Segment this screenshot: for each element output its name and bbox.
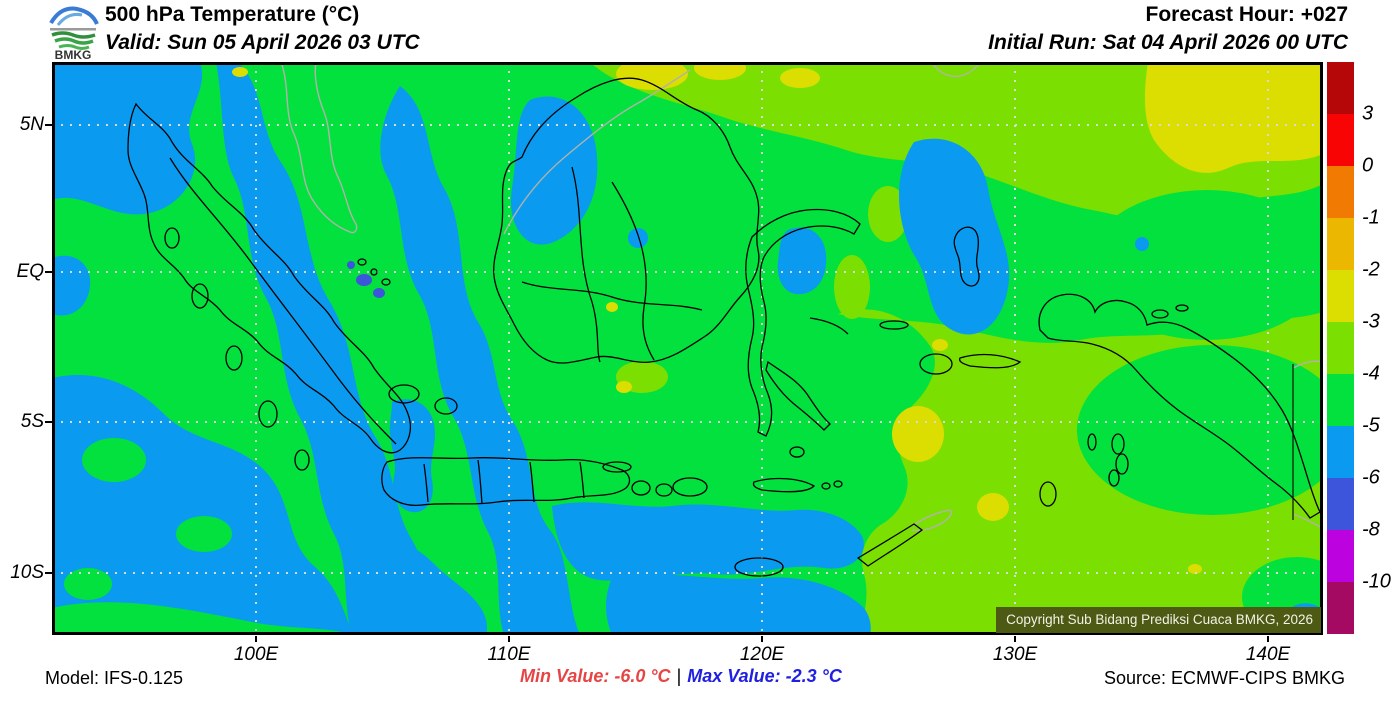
lat-axis-tick [45,572,52,574]
coastlines-indonesia [127,77,1321,577]
colorbar-label: -2 [1362,258,1380,281]
source-label: Source: ECMWF-CIPS BMKG [1103,668,1345,688]
logo-wave [51,31,96,39]
lat-axis-label: 10S [10,562,44,583]
colorbar-segment [1327,218,1354,270]
min-value-label: Min Value: -6.0 °C [520,666,671,686]
logo-cloud-arc-2 [56,13,83,26]
max-value-label: Max Value: -2.3 °C [687,666,842,686]
field-yellow-patches [232,62,1323,574]
copyright-notice: Copyright Sub Bidang Prediksi Cuaca BMKG… [996,607,1321,633]
coastlines-foreign [280,62,1323,532]
initial-run: Initial Run: Sat 04 April 2026 00 UTC [988,31,1348,54]
field-dark-blue-spots [347,261,385,298]
colorbar-segment [1327,478,1354,530]
lon-axis-label: 140E [1245,644,1291,665]
temperature-field-svg [52,62,1323,635]
temperature-colorbar [1327,62,1354,634]
map-border [52,62,1323,635]
colorbar-label: 3 [1362,102,1374,125]
bmkg-logo: BMKG [49,6,99,60]
lat-axis-label: 5N [19,114,44,135]
colorbar-label: -6 [1362,466,1380,489]
model-label: Model: IFS-0.125 [45,668,184,688]
minmax-values: Min Value: -6.0 °C | Max Value: -2.3 °C [520,666,842,687]
lat-axis-tick [45,271,52,273]
page-title: 500 hPa Temperature (°C) [105,3,360,26]
lon-axis-tick [1014,636,1016,642]
colorbar-label: -10 [1362,570,1391,593]
minmax-separator: | [676,666,682,686]
colorbar-segment [1327,270,1354,322]
colorbar-segment [1327,322,1354,374]
lon-axis-tick [1267,636,1269,642]
graticule-grid [52,62,1323,635]
colorbar-segment [1327,374,1354,426]
lat-axis-tick [45,124,52,126]
colorbar-segment [1327,530,1354,582]
colorbar-label: 0 [1362,154,1374,177]
colorbar-segment [1327,582,1354,634]
colorbar-label: -3 [1362,310,1380,333]
logo-wave [54,37,94,45]
colorbar-label: -4 [1362,362,1380,385]
lon-axis-label: 130E [992,644,1038,665]
colorbar-label: -1 [1362,206,1380,229]
lat-axis-label: EQ [16,261,44,282]
logo-wave [58,44,90,50]
lat-axis-label: 5S [20,411,44,432]
logo-text: BMKG [55,48,92,60]
colorbar-label: -8 [1362,518,1380,541]
colorbar-segment [1327,114,1354,166]
field-green-holes-west [52,438,354,635]
logo-divider [50,28,96,31]
lon-axis-label: 110E [487,644,531,665]
lon-axis-label: 100E [233,644,279,665]
lon-axis-tick [508,636,510,642]
valid-time: Valid: Sun 05 April 2026 03 UTC [105,31,420,54]
map-canvas: Copyright Sub Bidang Prediksi Cuaca BMKG… [52,62,1323,635]
logo-cloud-arc [49,6,99,25]
lon-axis-tick [761,636,763,642]
forecast-hour: Forecast Hour: +027 [1145,3,1349,26]
lat-axis-tick [45,421,52,423]
lon-axis-label: 120E [739,644,785,665]
colorbar-segment [1327,426,1354,478]
field-blue-regions [52,62,1323,635]
colorbar-label: -5 [1362,414,1380,437]
lon-axis-tick [255,636,257,642]
colorbar-segment [1327,62,1354,114]
colorbar-segment [1327,166,1354,218]
